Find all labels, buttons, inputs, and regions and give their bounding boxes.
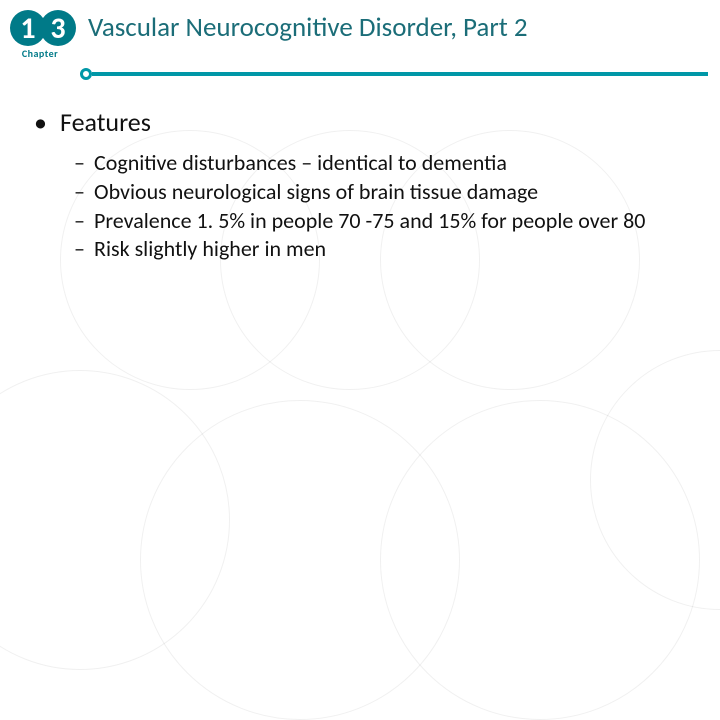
sub-bullet-text: Prevalence 1. 5% in people 70 -75 and 15… bbox=[94, 208, 680, 235]
bullet-icon: • bbox=[34, 106, 60, 138]
slide-title: Vascular Neurocognitive Disorder, Part 2 bbox=[88, 10, 702, 43]
dash-icon: – bbox=[74, 179, 94, 206]
dash-icon: – bbox=[74, 236, 94, 263]
slide-content: • Features – Cognitive disturbances – id… bbox=[0, 80, 720, 263]
sub-bullet: – Obvious neurological signs of brain ti… bbox=[34, 179, 680, 206]
bullet-heading: • Features bbox=[34, 106, 680, 138]
sub-bullet: – Cognitive disturbances – identical to … bbox=[34, 150, 680, 177]
chapter-badge: 1 3 Chapter bbox=[10, 10, 70, 60]
dash-icon: – bbox=[74, 208, 94, 235]
sub-bullet: – Risk slightly higher in men bbox=[34, 236, 680, 263]
chapter-digit-1: 1 bbox=[10, 10, 46, 46]
sub-bullet-text: Obvious neurological signs of brain tiss… bbox=[94, 179, 680, 206]
dash-icon: – bbox=[74, 150, 94, 177]
bullet-heading-text: Features bbox=[60, 106, 151, 138]
sub-bullet-text: Cognitive disturbances – identical to de… bbox=[94, 150, 680, 177]
sub-bullet-text: Risk slightly higher in men bbox=[94, 236, 680, 263]
title-block: Vascular Neurocognitive Disorder, Part 2 bbox=[88, 10, 702, 43]
chapter-label: Chapter bbox=[22, 47, 58, 60]
sub-bullet: – Prevalence 1. 5% in people 70 -75 and … bbox=[34, 208, 680, 235]
divider-line bbox=[92, 72, 708, 76]
chapter-number: 1 3 bbox=[10, 10, 70, 46]
divider bbox=[0, 68, 720, 80]
divider-dot-icon bbox=[80, 68, 92, 80]
slide-header: 1 3 Chapter Vascular Neurocognitive Diso… bbox=[0, 0, 720, 60]
